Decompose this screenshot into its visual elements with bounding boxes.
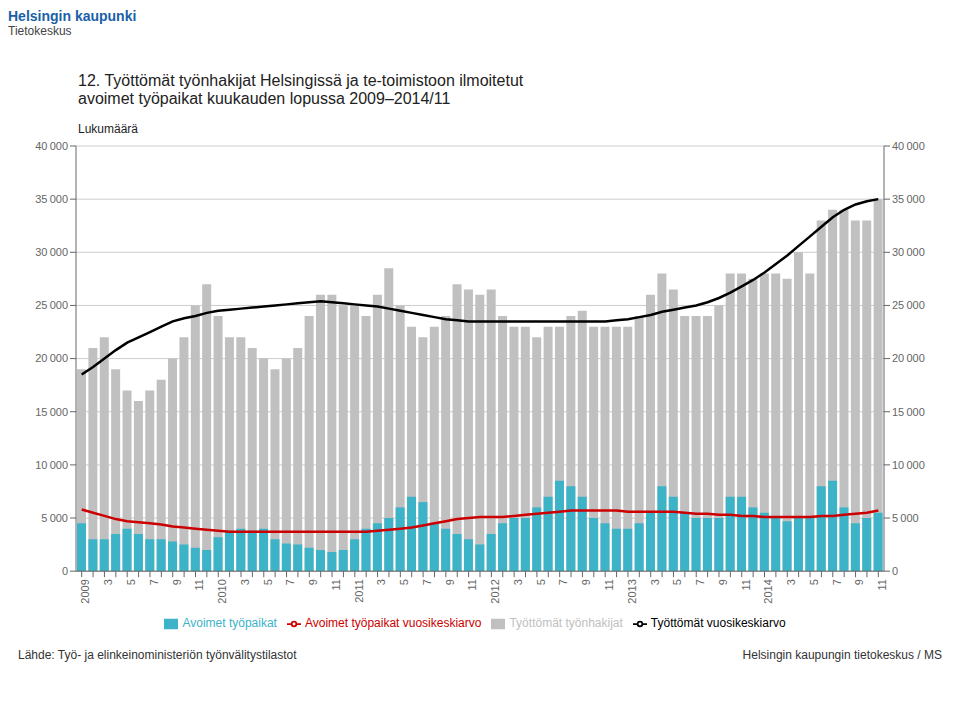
svg-text:7: 7 xyxy=(421,579,433,585)
svg-text:3: 3 xyxy=(239,579,251,585)
svg-text:2011: 2011 xyxy=(353,579,365,603)
svg-text:11: 11 xyxy=(740,579,752,590)
svg-text:2010: 2010 xyxy=(216,579,228,603)
svg-text:5: 5 xyxy=(535,579,547,585)
svg-text:11: 11 xyxy=(193,579,205,590)
svg-text:20 000: 20 000 xyxy=(892,352,925,364)
svg-text:11: 11 xyxy=(330,579,342,590)
html-text:Lukumäärä: Lukumäärä xyxy=(78,122,138,136)
svg-text:40 000: 40 000 xyxy=(892,140,925,152)
svg-text:5: 5 xyxy=(125,579,137,585)
html-text:Helsingin kaupunki: Helsingin kaupunki xyxy=(8,8,137,24)
html-text:Lähde: Työ- ja elinkeinominist: Lähde: Työ- ja elinkeinoministeriön työ… xyxy=(18,648,297,662)
svg-text:3: 3 xyxy=(375,579,387,585)
svg-text:15 000: 15 000 xyxy=(892,406,925,418)
svg-text:9: 9 xyxy=(717,579,729,585)
svg-text:9: 9 xyxy=(444,579,456,585)
svg-text:9: 9 xyxy=(580,579,592,585)
svg-text:25 000: 25 000 xyxy=(892,299,925,311)
html-text:Helsingin kaupungin tietokesku: Helsingin kaupungin tietokeskus / MS xyxy=(742,648,942,662)
svg-text:9: 9 xyxy=(307,579,319,585)
svg-text:2014: 2014 xyxy=(762,579,774,603)
svg-text:40 000: 40 000 xyxy=(35,140,68,152)
svg-text:35 000: 35 000 xyxy=(35,193,68,205)
html-text:avoimet työpaikat kuukauden lo: avoimet työpaikat kuukauden lopussa 2009… xyxy=(78,90,451,107)
svg-text:5: 5 xyxy=(398,579,410,585)
svg-text:11: 11 xyxy=(603,579,615,590)
svg-text:5 000: 5 000 xyxy=(892,512,919,524)
svg-text:2012: 2012 xyxy=(489,579,501,603)
html-text:Avoimet työpaikat: Avoimet työpaikat xyxy=(182,616,277,631)
svg-text:9: 9 xyxy=(853,579,865,585)
svg-text:30 000: 30 000 xyxy=(35,246,68,258)
html-text:Työttömät työnhakijat: Työttömät työnhakijat xyxy=(509,616,623,631)
svg-text:10 000: 10 000 xyxy=(892,459,925,471)
svg-text:5 000: 5 000 xyxy=(41,512,68,524)
svg-text:15 000: 15 000 xyxy=(35,406,68,418)
svg-text:10 000: 10 000 xyxy=(35,459,68,471)
svg-text:3: 3 xyxy=(785,579,797,585)
svg-text:7: 7 xyxy=(148,579,160,585)
svg-text:3: 3 xyxy=(102,579,114,585)
svg-text:30 000: 30 000 xyxy=(892,246,925,258)
svg-text:11: 11 xyxy=(876,579,888,590)
svg-text:20 000: 20 000 xyxy=(35,352,68,364)
svg-text:7: 7 xyxy=(284,579,296,585)
html-text:Tietokeskus: Tietokeskus xyxy=(8,24,72,38)
svg-text:2013: 2013 xyxy=(626,579,638,603)
svg-text:2009: 2009 xyxy=(80,579,92,603)
svg-text:3: 3 xyxy=(649,579,661,585)
svg-text:7: 7 xyxy=(694,579,706,585)
html-text:Avoimet työpaikat vuosikeskiar: Avoimet työpaikat vuosikeskiarvo xyxy=(304,616,482,631)
html-text:Työttömät vuosikeskiarvo: Työttömät vuosikeskiarvo xyxy=(650,616,786,631)
svg-text:0: 0 xyxy=(892,565,898,577)
svg-text:35 000: 35 000 xyxy=(892,193,925,205)
svg-text:25 000: 25 000 xyxy=(35,299,68,311)
html-text:12. Työttömät työnhakijat Hels: 12. Työttömät työnhakijat Helsingissä ja… xyxy=(78,72,524,89)
svg-text:11: 11 xyxy=(466,579,478,590)
svg-text:9: 9 xyxy=(171,579,183,585)
svg-text:5: 5 xyxy=(671,579,683,585)
svg-text:0: 0 xyxy=(62,565,68,577)
svg-text:7: 7 xyxy=(557,579,569,585)
svg-text:5: 5 xyxy=(808,579,820,585)
svg-text:7: 7 xyxy=(831,579,843,585)
svg-text:5: 5 xyxy=(262,579,274,585)
svg-text:3: 3 xyxy=(512,579,524,585)
